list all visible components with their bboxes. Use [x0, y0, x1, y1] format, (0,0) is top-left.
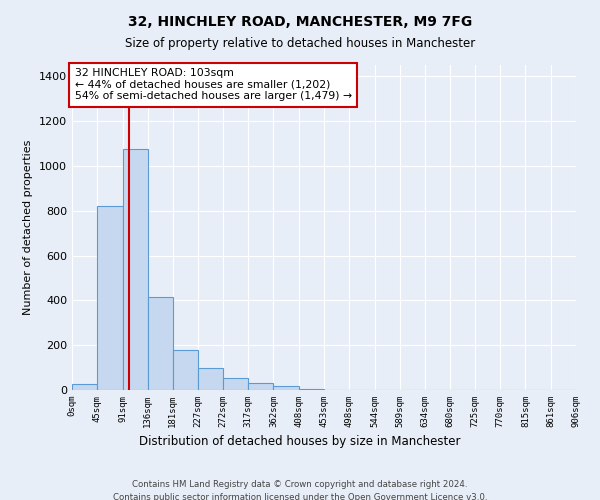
Text: Contains HM Land Registry data © Crown copyright and database right 2024.: Contains HM Land Registry data © Crown c… [132, 480, 468, 489]
Y-axis label: Number of detached properties: Number of detached properties [23, 140, 34, 315]
Text: Contains public sector information licensed under the Open Government Licence v3: Contains public sector information licen… [113, 492, 487, 500]
Bar [198, 368, 223, 390]
Bar [299, 389, 324, 390]
Bar [148, 297, 173, 390]
Bar [248, 384, 274, 390]
Bar [97, 206, 122, 390]
Bar [72, 384, 97, 390]
Bar [223, 378, 248, 390]
Text: 32, HINCHLEY ROAD, MANCHESTER, M9 7FG: 32, HINCHLEY ROAD, MANCHESTER, M9 7FG [128, 15, 472, 29]
Text: 32 HINCHLEY ROAD: 103sqm
← 44% of detached houses are smaller (1,202)
54% of sem: 32 HINCHLEY ROAD: 103sqm ← 44% of detach… [74, 68, 352, 102]
Bar [173, 350, 198, 390]
Text: Size of property relative to detached houses in Manchester: Size of property relative to detached ho… [125, 38, 475, 51]
Bar [274, 386, 299, 390]
Bar [122, 149, 148, 390]
Text: Distribution of detached houses by size in Manchester: Distribution of detached houses by size … [139, 435, 461, 448]
